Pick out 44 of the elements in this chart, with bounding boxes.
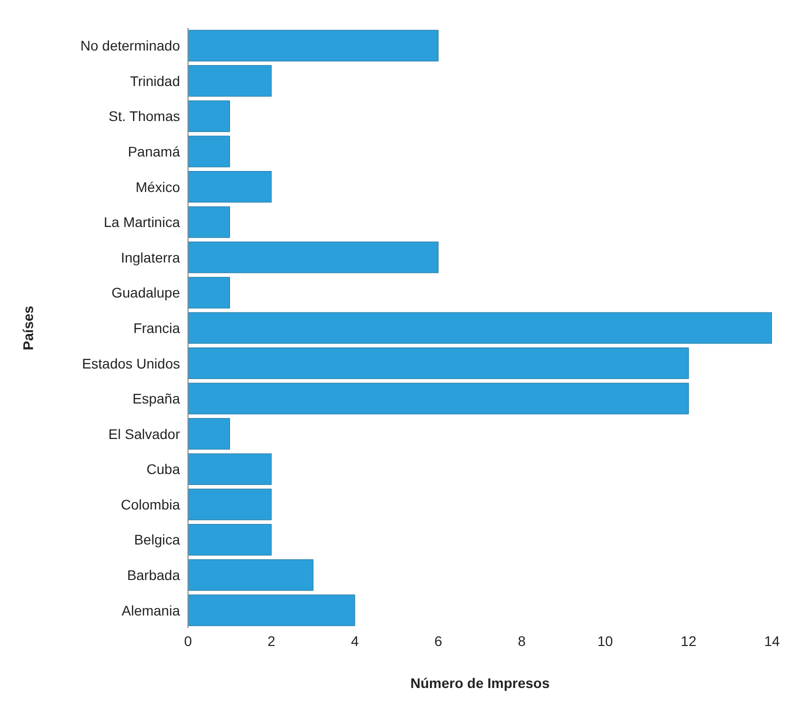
y-tick-label: Barbada [127, 567, 180, 584]
x-tick-label: 10 [597, 632, 614, 649]
bar [188, 382, 689, 414]
bar [188, 171, 272, 203]
x-tick-label: 0 [184, 632, 192, 649]
y-tick-label: Estados Unidos [82, 355, 180, 372]
bar [188, 30, 439, 62]
y-tick-label: México [136, 178, 180, 195]
bar [188, 559, 314, 591]
y-tick-label: Inglaterra [120, 249, 180, 266]
x-tick-label: 4 [350, 632, 359, 649]
y-tick-label: España [132, 390, 180, 407]
bar [188, 100, 230, 132]
y-tick-label: Belgica [134, 532, 180, 548]
bar [188, 348, 689, 380]
bar [188, 488, 272, 520]
y-tick-label: El Salvador [108, 426, 180, 442]
y-tick-label: St. Thomas [108, 108, 180, 124]
bar [188, 524, 272, 556]
bar [188, 276, 230, 308]
y-tick-label: Trinidad [130, 72, 180, 89]
bar [188, 312, 772, 344]
bar [188, 453, 272, 485]
x-tick-label: 6 [434, 632, 442, 649]
y-tick-label: Cuba [146, 461, 180, 478]
y-tick-label: No determinado [80, 38, 180, 54]
x-tick-label: 12 [680, 632, 697, 649]
y-tick-label: Francia [133, 320, 180, 336]
bar [188, 418, 230, 450]
bar [188, 242, 439, 274]
y-tick-label: Colombia [120, 496, 180, 512]
bar [188, 136, 230, 168]
y-tick-label: La Martinica [104, 214, 180, 230]
x-tick-label: 14 [764, 632, 780, 649]
bar [188, 594, 356, 626]
x-tick-label: 2 [268, 632, 276, 649]
x-tick-label: 8 [518, 632, 526, 649]
x-axis-title: Número de Impresos [410, 674, 550, 691]
y-tick-label: Alemania [122, 602, 180, 618]
bar [188, 206, 230, 238]
y-tick-label: Panamá [128, 144, 180, 160]
y-axis-title: Países [20, 306, 36, 350]
bar [188, 65, 272, 97]
y-tick-label: Guadalupe [111, 284, 180, 301]
